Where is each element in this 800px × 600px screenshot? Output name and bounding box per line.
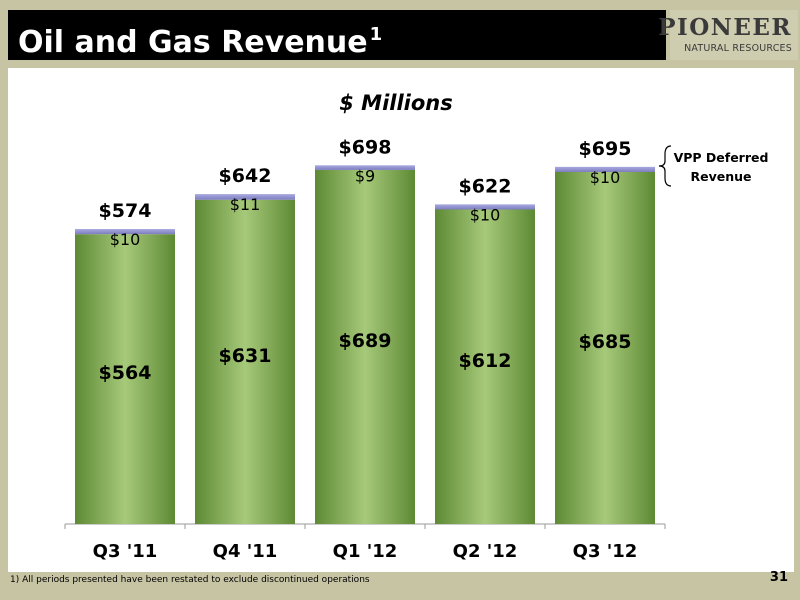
vpp-value-label: $9 xyxy=(355,166,375,185)
annotation-brace xyxy=(658,145,672,187)
page-number: 31 xyxy=(769,570,788,585)
bar-segment-vpp xyxy=(195,194,295,200)
bar-segment-base xyxy=(315,169,415,525)
footnote: 1) All periods presented have been resta… xyxy=(10,575,370,585)
bar-value-label: $631 xyxy=(219,345,272,367)
vpp-value-label: $10 xyxy=(470,205,501,224)
annotation-label-line1: VPP Deferred xyxy=(674,150,769,165)
slide-title-text: Oil and Gas Revenue xyxy=(18,25,368,60)
slide-title: Oil and Gas Revenue 1 xyxy=(8,10,666,60)
bar-segment-base xyxy=(195,199,295,524)
bar-value-label: $685 xyxy=(579,331,632,353)
logo-wordmark: PIONEER xyxy=(658,14,792,41)
bar-value-label: $564 xyxy=(99,362,152,384)
bar-total-label: $642 xyxy=(219,165,272,187)
bar-segment-base xyxy=(75,234,175,524)
bar-value-label: $689 xyxy=(339,330,392,352)
bar-value-label: $612 xyxy=(459,350,512,372)
bar-segment-vpp xyxy=(315,165,415,170)
x-tick-label: Q1 '12 xyxy=(333,541,398,562)
x-tick-label: Q2 '12 xyxy=(453,541,518,562)
vpp-value-label: $11 xyxy=(230,195,261,214)
x-tick-label: Q3 '12 xyxy=(573,541,638,562)
bar-total-label: $698 xyxy=(339,136,392,158)
bar-segment-vpp xyxy=(75,229,175,235)
x-tick-label: Q4 '11 xyxy=(213,541,278,562)
bar-segment-base xyxy=(435,209,535,524)
bar-total-label: $695 xyxy=(579,138,632,160)
revenue-bar-chart: $ Millions $564 $10 $574 Q3 '11 $631 $11 $642 Q… xyxy=(64,91,769,562)
bar-total-label: $574 xyxy=(99,200,152,222)
chart-title: $ Millions xyxy=(339,91,453,115)
logo-tagline: NATURAL RESOURCES xyxy=(684,43,792,54)
company-logo: PIONEER NATURAL RESOURCES xyxy=(658,10,798,60)
annotation-label-line2: Revenue xyxy=(690,169,751,184)
x-tick-label: Q3 '11 xyxy=(93,541,158,562)
vpp-value-label: $10 xyxy=(590,168,621,187)
bar-total-label: $622 xyxy=(459,175,512,197)
title-footnote-marker: 1 xyxy=(369,24,383,45)
vpp-value-label: $10 xyxy=(110,230,141,249)
bar-segment-vpp xyxy=(435,204,535,210)
bar-segment-base xyxy=(555,171,655,524)
bar-segment-vpp xyxy=(555,166,655,172)
